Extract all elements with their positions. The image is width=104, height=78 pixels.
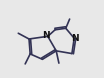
Text: N: N <box>42 31 49 40</box>
Text: N: N <box>71 34 79 43</box>
